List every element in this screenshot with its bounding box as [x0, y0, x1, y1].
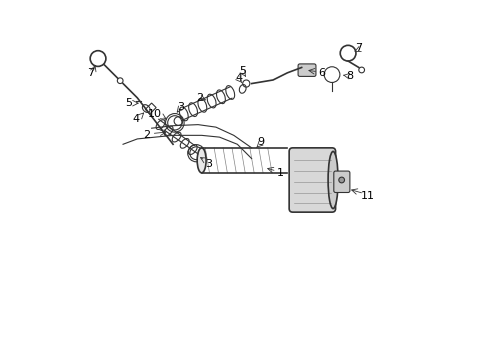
FancyBboxPatch shape [288, 148, 335, 212]
Text: 8: 8 [346, 71, 353, 81]
Text: 5: 5 [239, 66, 246, 76]
Text: 4: 4 [235, 73, 242, 83]
FancyBboxPatch shape [298, 64, 315, 76]
Text: 9: 9 [257, 138, 264, 148]
Text: 2: 2 [196, 93, 203, 103]
Text: 6: 6 [317, 68, 324, 78]
Bar [145, 103, 156, 114]
Text: 5: 5 [124, 98, 132, 108]
Text: 11: 11 [360, 191, 374, 201]
Text: 7: 7 [354, 43, 362, 53]
Text: 2: 2 [142, 130, 149, 140]
Text: 7: 7 [87, 68, 94, 78]
Text: 3: 3 [176, 102, 183, 112]
Text: 1: 1 [276, 168, 283, 178]
Text: 10: 10 [148, 109, 162, 119]
FancyBboxPatch shape [333, 171, 349, 193]
Circle shape [338, 177, 344, 183]
Ellipse shape [327, 152, 337, 208]
Text: 3: 3 [205, 159, 212, 169]
Text: 4: 4 [132, 114, 139, 124]
Ellipse shape [197, 148, 205, 173]
